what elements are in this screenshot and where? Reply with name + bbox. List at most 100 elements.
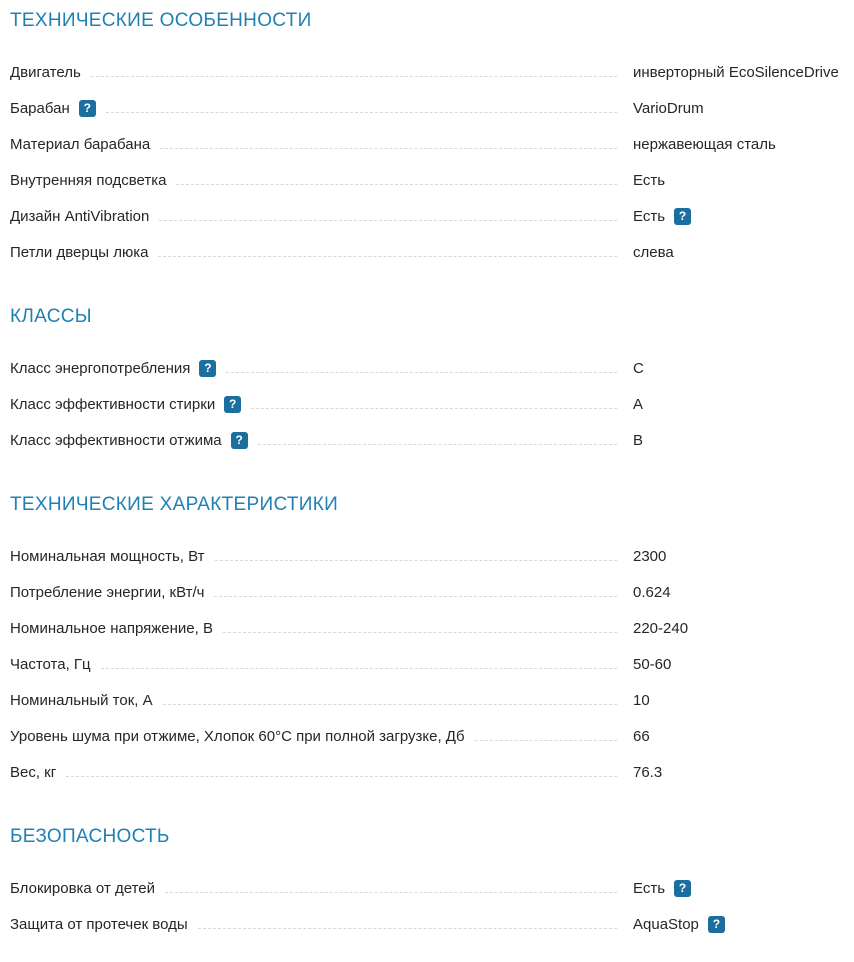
- leader-line: [90, 73, 617, 77]
- spec-value-cell: 10: [633, 692, 854, 709]
- table-row: Класс энергопотребления? C: [10, 350, 854, 386]
- spec-value-cell: AquaStop ?: [633, 915, 854, 933]
- spec-value: инверторный EcoSilenceDrive: [633, 63, 839, 81]
- spec-value-cell: VarioDrum: [633, 100, 854, 117]
- spec-value-cell: B: [633, 432, 854, 449]
- spec-value: C: [633, 359, 644, 377]
- table-row: Вес, кг 76.3: [10, 754, 854, 790]
- leader-line: [251, 405, 617, 409]
- table-row: Номинальное напряжение, В 220-240: [10, 610, 854, 646]
- spec-value: Есть: [633, 207, 666, 225]
- spec-section: ТЕХНИЧЕСКИЕ ХАРАКТЕРИСТИКИ Номинальная м…: [10, 494, 854, 790]
- spec-value: 66: [633, 727, 650, 745]
- help-icon[interactable]: ?: [230, 431, 248, 449]
- section-title: ТЕХНИЧЕСКИЕ ХАРАКТЕРИСТИКИ: [10, 494, 339, 515]
- leader-line: [222, 629, 617, 633]
- spec-value: Есть: [633, 171, 666, 189]
- spec-value-cell: 50-60: [633, 656, 854, 673]
- leader-line: [165, 889, 617, 893]
- table-row: Потребление энергии, кВт/ч 0.624: [10, 574, 854, 610]
- spec-label: Уровень шума при отжиме, Хлопок 60°C при…: [10, 727, 465, 745]
- help-icon[interactable]: ?: [674, 879, 692, 897]
- spec-value-cell: Есть ?: [633, 879, 854, 897]
- spec-value: 0.624: [633, 583, 671, 601]
- spec-section: КЛАССЫ Класс энергопотребления? C Класс …: [10, 306, 854, 458]
- leader-line: [257, 441, 617, 445]
- spec-value-cell: A: [633, 396, 854, 413]
- section-rows: Класс энергопотребления? C Класс эффекти…: [10, 350, 854, 458]
- spec-value: 2300: [633, 547, 667, 565]
- spec-value: 76.3: [633, 763, 663, 781]
- spec-label: Класс энергопотребления: [10, 359, 191, 377]
- spec-label: Класс эффективности стирки: [10, 395, 216, 413]
- spec-value-cell: 66: [633, 728, 854, 745]
- table-row: Блокировка от детей Есть ?: [10, 870, 854, 906]
- spec-value: слева: [633, 243, 674, 261]
- spec-label: Класс эффективности отжима: [10, 431, 222, 449]
- table-row: Петли дверцы люка слева: [10, 234, 854, 270]
- help-icon[interactable]: ?: [224, 395, 242, 413]
- table-row: Класс эффективности стирки? A: [10, 386, 854, 422]
- leader-line: [159, 217, 617, 221]
- help-icon[interactable]: ?: [707, 915, 725, 933]
- spec-value: 10: [633, 691, 650, 709]
- section-rows: Номинальная мощность, Вт 2300 Потреблени…: [10, 538, 854, 790]
- table-row: Внутренняя подсветка Есть: [10, 162, 854, 198]
- table-row: Дизайн AntiVibration Есть ?: [10, 198, 854, 234]
- leader-line: [214, 557, 617, 561]
- leader-line: [214, 593, 617, 597]
- spec-label: Внутренняя подсветка: [10, 171, 167, 189]
- spec-label: Вес, кг: [10, 763, 57, 781]
- spec-label: Барабан: [10, 99, 70, 117]
- leader-line: [158, 253, 617, 257]
- leader-line: [105, 109, 617, 113]
- spec-value-cell: 76.3: [633, 764, 854, 781]
- spec-label: Двигатель: [10, 63, 81, 81]
- spec-section: БЕЗОПАСНОСТЬ Блокировка от детей Есть ? …: [10, 826, 854, 942]
- section-title: БЕЗОПАСНОСТЬ: [10, 826, 170, 847]
- leader-line: [162, 701, 617, 705]
- section-title: КЛАССЫ: [10, 306, 92, 327]
- table-row: Номинальная мощность, Вт 2300: [10, 538, 854, 574]
- table-row: Уровень шума при отжиме, Хлопок 60°C при…: [10, 718, 854, 754]
- leader-line: [226, 369, 617, 373]
- spec-value: VarioDrum: [633, 99, 704, 117]
- spec-value-cell: инверторный EcoSilenceDrive: [633, 64, 854, 81]
- spec-label: Частота, Гц: [10, 655, 91, 673]
- section-rows: Блокировка от детей Есть ? Защита от про…: [10, 870, 854, 942]
- spec-label: Потребление энергии, кВт/ч: [10, 583, 205, 601]
- leader-line: [66, 773, 617, 777]
- spec-value: 220-240: [633, 619, 689, 637]
- leader-line: [176, 181, 617, 185]
- spec-value: Есть: [633, 879, 666, 897]
- help-icon[interactable]: ?: [78, 99, 96, 117]
- spec-value-cell: 220-240: [633, 620, 854, 637]
- table-row: Материал барабана нержавеющая сталь: [10, 126, 854, 162]
- table-row: Двигатель инверторный EcoSilenceDrive: [10, 54, 854, 90]
- table-row: Класс эффективности отжима? B: [10, 422, 854, 458]
- spec-value: AquaStop: [633, 915, 699, 933]
- spec-value-cell: 0.624: [633, 584, 854, 601]
- leader-line: [197, 925, 617, 929]
- help-icon[interactable]: ?: [674, 207, 692, 225]
- leader-line: [100, 665, 617, 669]
- leader-line: [160, 145, 617, 149]
- section-rows: Двигатель инверторный EcoSilenceDrive Ба…: [10, 54, 854, 270]
- spec-value: A: [633, 395, 644, 413]
- spec-label: Номинальная мощность, Вт: [10, 547, 205, 565]
- spec-value-cell: нержавеющая сталь: [633, 136, 854, 153]
- table-row: Защита от протечек воды AquaStop ?: [10, 906, 854, 942]
- spec-label: Блокировка от детей: [10, 879, 156, 897]
- spec-value-cell: Есть: [633, 172, 854, 189]
- table-row: Номинальный ток, А 10: [10, 682, 854, 718]
- spec-label: Материал барабана: [10, 135, 151, 153]
- spec-value-cell: Есть ?: [633, 207, 854, 225]
- spec-value-cell: C: [633, 360, 854, 377]
- table-row: Частота, Гц 50-60: [10, 646, 854, 682]
- table-row: Барабан? VarioDrum: [10, 90, 854, 126]
- spec-value-cell: 2300: [633, 548, 854, 565]
- spec-label: Номинальное напряжение, В: [10, 619, 213, 637]
- help-icon[interactable]: ?: [199, 359, 217, 377]
- spec-label: Дизайн AntiVibration: [10, 207, 150, 225]
